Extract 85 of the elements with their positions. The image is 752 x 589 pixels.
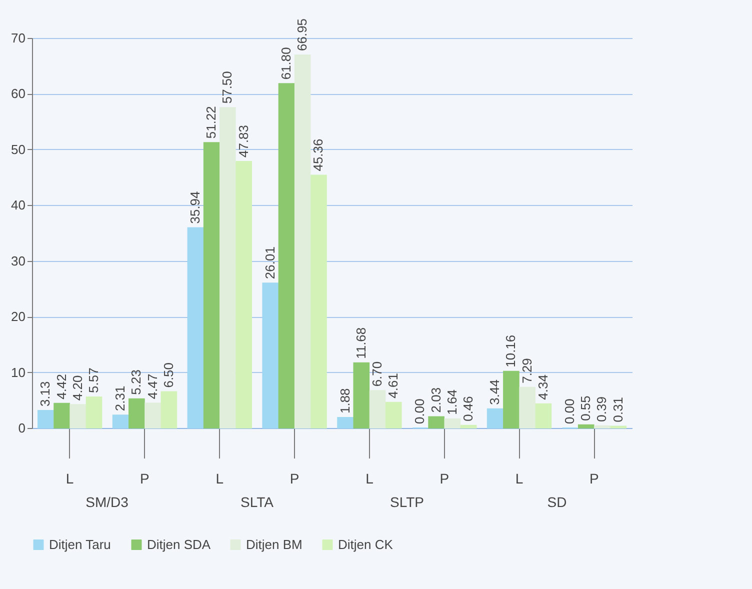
- data-label: 2.31: [112, 386, 128, 412]
- bar: [310, 174, 327, 428]
- bar: [535, 403, 552, 428]
- data-label: 0.55: [578, 396, 594, 421]
- bar: [578, 424, 594, 428]
- data-label: 3.13: [38, 381, 53, 407]
- data-label: 7.29: [519, 358, 534, 384]
- text: SM/D3: [86, 494, 129, 510]
- bar: [294, 54, 311, 428]
- x-tick-label: P: [140, 470, 150, 486]
- bar: [112, 414, 129, 428]
- bar: [37, 410, 54, 428]
- data-label: 4.34: [535, 374, 550, 400]
- data-label: 0.39: [594, 396, 610, 422]
- data-label: 3.44: [487, 380, 502, 405]
- x-tick-label: L: [216, 470, 224, 486]
- bar: [70, 404, 86, 428]
- bar: [160, 391, 178, 428]
- data-label: 0.31: [610, 396, 626, 422]
- data-label: 4.61: [386, 373, 401, 398]
- bar: [203, 142, 220, 428]
- legend-label: Ditjen SDA: [147, 536, 211, 552]
- data-label: 1.64: [444, 390, 460, 415]
- bar: [444, 418, 461, 428]
- bar: [187, 227, 204, 428]
- data-label: 1.88: [337, 388, 352, 414]
- legend-label: Ditjen CK: [338, 536, 394, 552]
- data-label: 0.00: [562, 398, 577, 424]
- data-label: 5.23: [128, 370, 144, 395]
- data-label: 4.20: [70, 375, 85, 401]
- data-label: 57.50: [220, 71, 235, 104]
- bar: [503, 370, 520, 428]
- text: SLTA: [240, 494, 274, 510]
- data-label: 66.95: [294, 18, 310, 51]
- y-tick-label: 30: [11, 253, 26, 268]
- bar: [385, 402, 402, 428]
- bar: [519, 386, 536, 428]
- data-label: 0.00: [412, 398, 428, 424]
- bar: [262, 282, 279, 428]
- bar: [54, 402, 70, 428]
- y-tick-label: 40: [11, 198, 26, 213]
- data-label: 2.03: [428, 387, 444, 413]
- bar: [220, 107, 236, 428]
- x-tick-label: L: [366, 470, 374, 486]
- x-tick-label: P: [290, 470, 300, 486]
- bar: [86, 396, 102, 428]
- bar: [144, 402, 161, 428]
- x-tick-label: L: [515, 470, 524, 486]
- legend-label: Ditjen Taru: [49, 536, 111, 552]
- bar: [337, 417, 354, 428]
- x-tick-label: L: [66, 470, 74, 486]
- bar: [460, 424, 477, 428]
- y-tick-label: 70: [11, 30, 26, 46]
- data-label: 11.68: [353, 327, 368, 359]
- bar: [486, 408, 504, 428]
- bar: [128, 398, 145, 428]
- data-label: 61.80: [278, 47, 294, 80]
- bar: [594, 425, 610, 428]
- bar: [236, 161, 252, 428]
- data-label: 47.83: [236, 124, 251, 158]
- data-label: 0.46: [460, 396, 476, 422]
- y-tick-label: 10: [11, 364, 26, 380]
- data-label: 26.01: [262, 246, 278, 280]
- bar: [353, 362, 370, 428]
- data-label: 35.94: [187, 191, 202, 224]
- bar: [278, 83, 295, 428]
- x-tick-label: P: [590, 470, 599, 486]
- data-label: 51.22: [204, 106, 219, 139]
- y-tick-label: 60: [11, 86, 26, 102]
- bar: [428, 416, 444, 428]
- data-label: 6.50: [160, 362, 176, 388]
- bar: [369, 390, 386, 428]
- text: SD: [547, 494, 567, 510]
- y-tick-label: 0: [18, 420, 26, 436]
- text: SLTP: [390, 494, 424, 510]
- x-tick-label: P: [440, 470, 450, 486]
- legend-label: Ditjen BM: [246, 536, 302, 552]
- y-tick-label: 50: [11, 142, 26, 157]
- data-label: 5.57: [86, 368, 102, 393]
- data-label: 10.16: [503, 334, 518, 368]
- data-label: 6.70: [370, 361, 385, 387]
- data-label: 45.36: [310, 138, 326, 172]
- y-tick-label: 20: [11, 309, 26, 324]
- data-label: 4.47: [144, 374, 160, 400]
- data-label: 4.42: [54, 374, 69, 400]
